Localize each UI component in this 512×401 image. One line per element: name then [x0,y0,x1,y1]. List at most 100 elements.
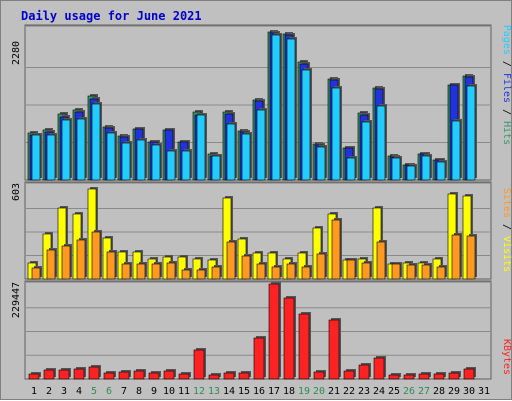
bar-kbytes-day-10 [163,370,175,380]
day-label-15: 15 [238,386,250,397]
bar-sites-day-21 [331,219,341,280]
day-label-10: 10 [163,386,175,397]
bar-kbytes-day-19 [298,313,310,380]
bar-pages-day-30 [466,85,476,181]
legend-visits: Visits [501,236,512,272]
bar-kbytes-day-16 [253,337,265,380]
bar-sites-day-23 [361,262,371,280]
bar-sites-day-16 [256,263,266,280]
bar-sites-day-27 [421,264,431,280]
day-label-3: 3 [61,386,67,397]
bar-kbytes-day-9 [148,372,160,380]
bar-kbytes-day-24 [373,357,385,380]
day-label-29: 29 [448,386,460,397]
bar-pages-day-10 [166,150,176,181]
bar-kbytes-day-13 [208,374,220,380]
bar-pages-day-20 [316,146,326,181]
mid-panel-max-label: 603 [11,183,22,201]
bars-layer [27,30,477,380]
bar-sites-day-22 [346,259,356,280]
bar-sites-day-25 [391,263,401,280]
day-label-19: 19 [298,386,310,397]
bar-sites-day-2 [46,249,56,280]
day-label-25: 25 [388,386,400,397]
bar-pages-day-1 [31,134,41,181]
bar-sites-day-12 [196,269,206,280]
bar-sites-day-7 [121,263,131,280]
legend-kbytes: KBytes [501,339,512,375]
bar-pages-day-11 [181,150,191,181]
bar-sites-day-1 [31,267,41,280]
bar-kbytes-day-21 [328,319,340,380]
bar-kbytes-day-11 [178,373,190,380]
bar-pages-day-4 [76,118,86,181]
bar-sites-day-11 [181,269,191,280]
day-label-17: 17 [268,386,280,397]
day-label-14: 14 [223,386,235,397]
bar-sites-day-14 [226,241,236,280]
bar-sites-day-28 [436,266,446,280]
day-axis-labels: 1 2 3 4 5 6 7 8 9 10 11 12 13 14 15 16 17 18 19 20 21 22 23 24 2… [31,386,490,397]
day-label-8: 8 [136,386,142,397]
bar-sites-day-9 [151,263,161,280]
bar-kbytes-day-26 [403,374,415,380]
top-panel-legend: Pages / Files / Hits [501,25,512,145]
bar-pages-day-5 [91,103,101,181]
bar-pages-day-13 [211,155,221,181]
bar-kbytes-day-30 [463,368,475,380]
top-panel-max-label: 2280 [11,41,22,65]
bar-kbytes-day-12 [193,349,205,380]
day-label-26: 26 [403,386,415,397]
bar-pages-day-18 [286,38,296,181]
bot-panel-max-label: 229447 [11,282,22,318]
bar-sites-day-20 [316,253,326,280]
bar-kbytes-day-25 [388,374,400,380]
bar-kbytes-day-17 [268,283,280,380]
day-label-1: 1 [31,386,37,397]
bar-pages-day-21 [331,87,341,181]
bar-pages-day-28 [436,161,446,181]
legend-files: Files [501,73,512,103]
bar-kbytes-day-4 [73,368,85,380]
bar-kbytes-day-28 [433,373,445,380]
bar-sites-day-8 [136,263,146,280]
bar-kbytes-day-1 [28,373,40,380]
day-label-23: 23 [358,386,370,397]
day-label-22: 22 [343,386,355,397]
day-label-7: 7 [121,386,127,397]
day-label-4: 4 [76,386,82,397]
bar-pages-day-19 [301,69,311,181]
bar-kbytes-day-15 [238,372,250,380]
bar-sites-day-18 [286,263,296,280]
bar-kbytes-day-6 [103,372,115,380]
day-label-20: 20 [313,386,325,397]
bar-sites-day-29 [451,234,461,280]
legend-separator: / [501,218,512,236]
bar-sites-day-24 [376,241,386,280]
bar-pages-day-16 [256,109,266,181]
legend-sites: Sites [501,188,512,218]
day-label-13: 13 [208,386,220,397]
bar-kbytes-day-7 [118,371,130,380]
bar-kbytes-day-3 [58,369,70,380]
day-label-9: 9 [151,386,157,397]
day-label-24: 24 [373,386,385,397]
bar-sites-day-3 [61,245,71,280]
mid-panel-legend: Sites / Visits [501,188,512,272]
bar-pages-day-29 [451,120,461,181]
day-label-21: 21 [328,386,340,397]
bar-pages-day-23 [361,121,371,181]
chart-title: Daily usage for June 2021 [21,9,202,23]
day-label-31: 31 [478,386,490,397]
day-label-5: 5 [91,386,97,397]
bar-kbytes-day-23 [358,364,370,380]
bar-sites-day-5 [91,231,101,280]
bar-pages-day-9 [151,144,161,181]
bar-kbytes-day-27 [418,373,430,380]
bar-kbytes-day-29 [448,372,460,380]
day-label-12: 12 [193,386,205,397]
bar-sites-day-13 [211,266,221,280]
bar-sites-day-17 [271,266,281,280]
bar-pages-day-6 [106,132,116,181]
